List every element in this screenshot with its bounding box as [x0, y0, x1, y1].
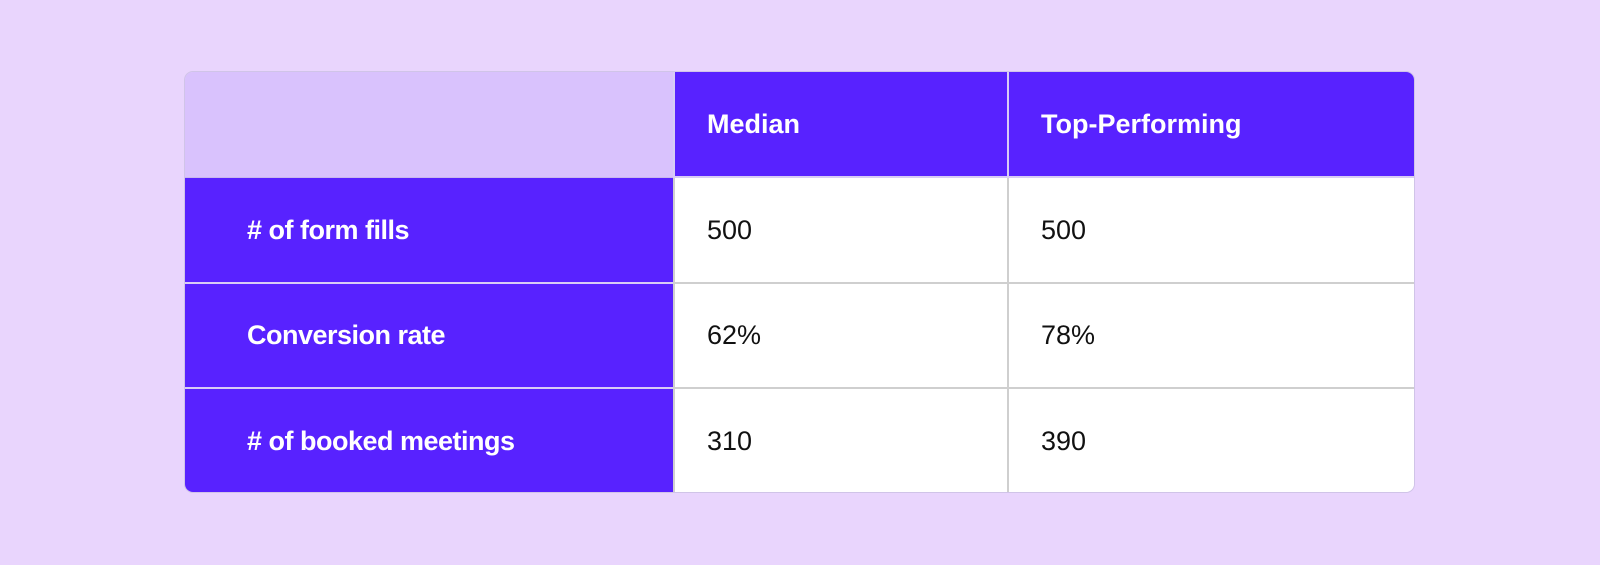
row-label: Conversion rate: [185, 284, 673, 389]
table-cell: 78%: [1007, 284, 1414, 389]
column-header: Median: [673, 72, 1007, 178]
column-header: Top-Performing: [1007, 72, 1414, 178]
table-cell: 390: [1007, 389, 1414, 492]
corner-cell: [185, 72, 673, 178]
table-cell: 62%: [673, 284, 1007, 389]
row-label: # of form fills: [185, 178, 673, 284]
table-cell: 310: [673, 389, 1007, 492]
table-cell: 500: [1007, 178, 1414, 284]
comparison-table: Median Top-Performing # of form fills 50…: [184, 71, 1415, 493]
row-label: # of booked meetings: [185, 389, 673, 492]
table-cell: 500: [673, 178, 1007, 284]
